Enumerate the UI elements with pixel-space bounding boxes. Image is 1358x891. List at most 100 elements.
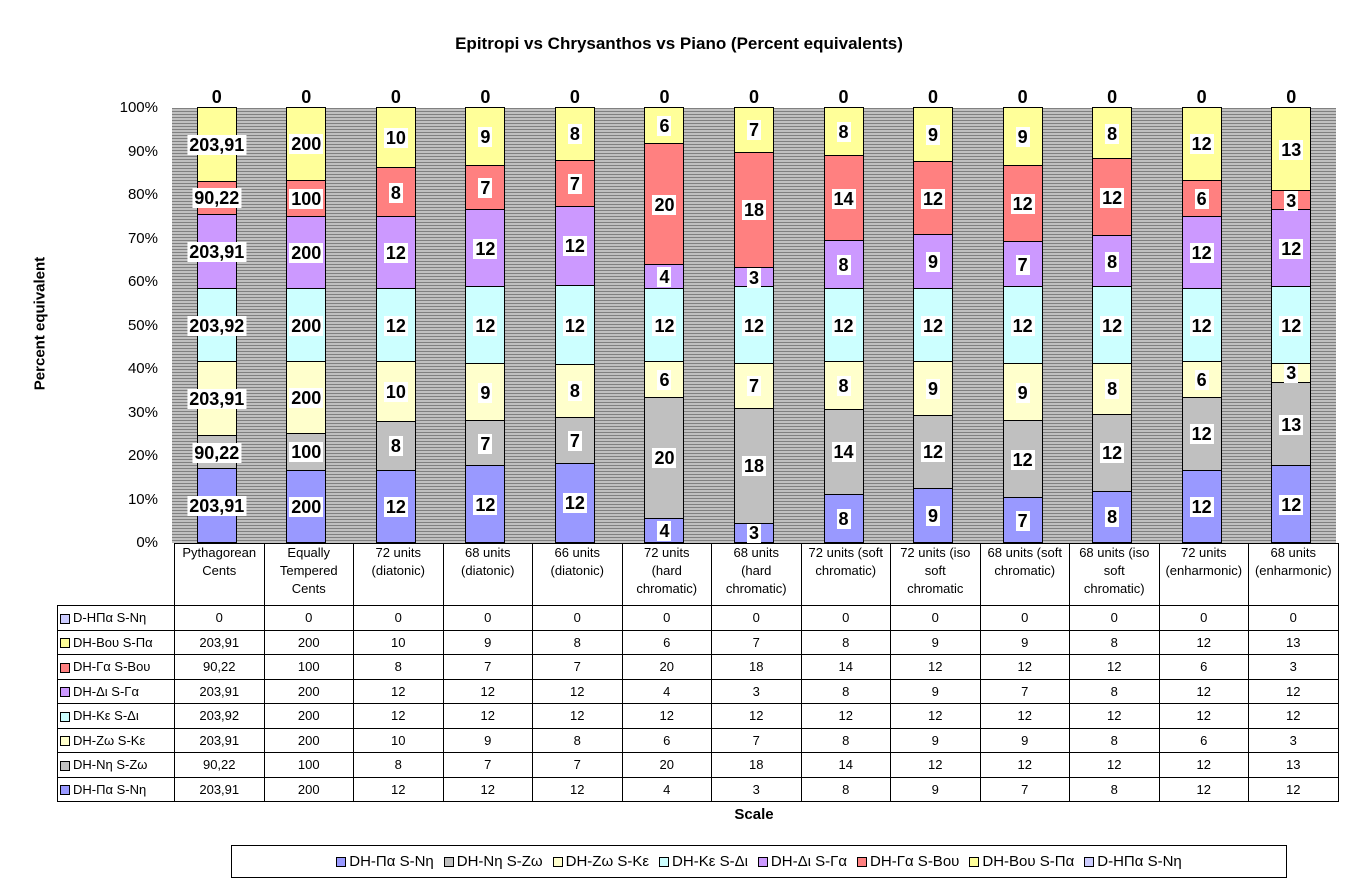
table-cell: 20 [621, 752, 712, 778]
data-label: 203,91 [187, 389, 247, 410]
table-cell: 8 [800, 776, 891, 802]
data-label: 8 [836, 375, 851, 396]
table-cell: 12 [442, 703, 533, 729]
y-tick-label: 60% [127, 273, 158, 290]
data-label: 12 [1189, 243, 1214, 263]
data-label: 12 [383, 315, 408, 336]
data-label: 7 [746, 120, 762, 141]
table-cell: 12 [1248, 703, 1339, 729]
legend-label: DH-Kε S-Δι [672, 853, 748, 870]
table-cell: 90,22 [174, 752, 265, 778]
data-label: 7 [478, 433, 493, 454]
table-cell: 8 [1069, 727, 1160, 753]
series-label: D-HΠα S-Nη [57, 605, 175, 631]
table-cell: 203,91 [174, 776, 265, 802]
table-cell: 8 [1069, 776, 1160, 802]
legend-swatch [552, 857, 563, 868]
table-cell: 4 [621, 678, 712, 704]
table-cell: 12 [1069, 654, 1160, 680]
table-cell: 12 [1158, 629, 1249, 655]
legend-key-swatch [60, 785, 70, 796]
data-table: Pythagorean Cents Equally Tempered Cents 7… [57, 543, 1339, 802]
data-label: 9 [926, 505, 941, 526]
table-row: DH-Ζω S-Kε 203,91 200 10 9 8 6 7 8 9 9 8 6 3 [57, 727, 1339, 753]
table-cell: 203,92 [174, 703, 265, 729]
data-label: 90,22 [192, 188, 242, 209]
table-cell: 8 [800, 678, 891, 704]
data-label: 8 [1105, 379, 1120, 400]
y-axis-label: Percent equivalent [31, 256, 49, 391]
data-label: 12 [921, 188, 946, 209]
y-tick-label: 30% [127, 403, 158, 421]
legend-item: DH-Kε S-Δι [659, 853, 748, 870]
data-label: 0 [567, 87, 582, 107]
bar-segment [644, 143, 685, 266]
table-cell: 20 [621, 654, 712, 680]
data-label: 0 [1015, 87, 1030, 107]
table-cell: 8 [1069, 678, 1160, 704]
legend-key-swatch [60, 613, 70, 624]
data-label: 4 [657, 520, 672, 541]
table-cell: 12 [890, 654, 981, 680]
legend-label: DH-Bου S-Πα [982, 853, 1075, 870]
data-label: 12 [383, 243, 408, 263]
data-label: 8 [836, 255, 851, 276]
data-label: 200 [289, 243, 324, 263]
table-cell: 8 [353, 752, 444, 778]
table-cell: 4 [621, 776, 712, 802]
table-cell: 7 [532, 752, 623, 778]
data-label: 12 [921, 315, 946, 336]
data-label: 8 [388, 182, 403, 203]
data-label: 203,91 [187, 241, 247, 262]
legend-key-swatch [60, 662, 70, 673]
table-row: DH-Πα S-Nη 203,91 200 12 12 12 4 3 8 9 7 8 12 12 [57, 776, 1339, 802]
table-cell: 9 [442, 629, 533, 655]
table-cell: 12 [353, 776, 444, 802]
table-cell: 12 [979, 703, 1070, 729]
data-label: 7 [746, 376, 762, 397]
category-label: 68 units (diatonic) [442, 543, 533, 606]
data-label: 8 [567, 381, 582, 402]
table-cell: 8 [353, 654, 444, 680]
table-cell: 9 [890, 727, 981, 753]
legend-key-swatch [60, 760, 70, 771]
table-cell: 6 [1158, 727, 1249, 753]
data-label: 12 [1189, 424, 1214, 445]
table-cell: 3 [1248, 727, 1339, 753]
table-cell: 10 [353, 727, 444, 753]
data-label: 12 [831, 315, 856, 336]
data-label: 7 [1015, 254, 1030, 275]
data-label: 8 [1105, 507, 1120, 528]
table-cell: 12 [1158, 752, 1249, 778]
table-cell: 12 [1248, 678, 1339, 704]
table-cell: 200 [263, 776, 354, 802]
table-cell: 8 [800, 629, 891, 655]
data-label: 12 [473, 315, 498, 336]
data-label: 13 [1279, 414, 1304, 435]
legend-swatch [659, 857, 670, 868]
series-label: DH-Δι S-Γα [57, 678, 175, 704]
table-cell: 3 [711, 776, 802, 802]
bar-segment [1181, 107, 1222, 181]
data-label: 0 [299, 87, 314, 107]
legend-label: DH-Πα S-Nη [349, 853, 434, 870]
table-cell: 8 [532, 629, 623, 655]
data-label: 14 [831, 442, 856, 463]
data-label: 100 [289, 188, 324, 209]
data-label: 12 [921, 442, 946, 463]
data-label: 12 [1189, 315, 1214, 336]
data-label: 12 [1010, 315, 1035, 336]
data-label: 12 [1279, 315, 1304, 336]
data-label: 0 [657, 87, 672, 107]
table-cell: 7 [442, 752, 533, 778]
data-label: 12 [1010, 193, 1035, 214]
category-label: 72 units (enharmonic) [1158, 543, 1249, 606]
series-label: DH-Nη S-Ζω [57, 752, 175, 778]
data-label: 12 [383, 496, 408, 517]
table-cell: 0 [711, 605, 802, 631]
table-cell: 9 [890, 776, 981, 802]
data-label: 7 [1015, 510, 1030, 531]
table-cell: 12 [532, 678, 623, 704]
data-label: 6 [1194, 188, 1209, 209]
data-label: 0 [926, 87, 941, 107]
